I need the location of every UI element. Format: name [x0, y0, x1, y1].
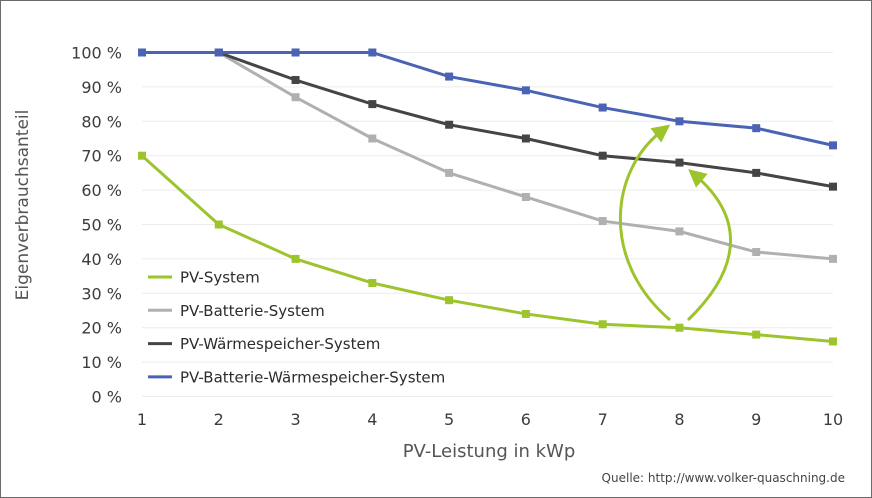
- y-tick-label: 0 %: [92, 388, 122, 407]
- arrow-to-battery-heat-storage: [618, 124, 671, 322]
- data-point: [291, 93, 300, 102]
- data-point: [291, 254, 300, 263]
- legend-label: PV-System: [180, 269, 260, 287]
- y-tick-label: 20 %: [81, 319, 122, 338]
- data-point: [521, 134, 530, 143]
- data-point: [368, 48, 377, 57]
- x-tick-label: 1: [137, 410, 147, 429]
- data-point: [598, 151, 607, 160]
- data-point: [752, 124, 761, 133]
- annotation-arrows: [618, 124, 732, 322]
- series-line: [142, 51, 834, 261]
- data-point: [445, 296, 454, 305]
- data-point: [752, 248, 761, 257]
- legend-label: PV-Batterie-Wärmespeicher-System: [180, 368, 445, 386]
- data-point: [598, 320, 607, 329]
- data-point: [829, 182, 837, 191]
- series-line: [140, 154, 834, 343]
- x-tick-label: 9: [751, 410, 761, 429]
- x-tick-label: 3: [290, 410, 300, 429]
- x-tick-label: 8: [674, 410, 684, 429]
- y-tick-label: 10 %: [81, 353, 122, 372]
- data-point: [445, 120, 454, 129]
- data-point: [368, 134, 377, 143]
- y-tick-label: 50 %: [81, 216, 122, 235]
- legend: PV-System PV-Batterie-System PV-Wärmespeic…: [148, 269, 445, 386]
- y-tick-label: 90 %: [81, 78, 122, 97]
- series-0: [138, 151, 837, 346]
- data-point: [752, 168, 761, 177]
- x-tick-label: 6: [521, 410, 531, 429]
- x-tick-label: 2: [214, 410, 224, 429]
- legend-label: PV-Wärmespeicher-System: [180, 335, 380, 353]
- y-tick-label: 40 %: [81, 250, 122, 269]
- data-point: [445, 72, 454, 81]
- data-point: [138, 48, 146, 57]
- series-3: [138, 48, 837, 150]
- data-point: [138, 151, 146, 160]
- arrow-to-heat-storage: [686, 169, 732, 322]
- data-point: [214, 48, 223, 57]
- data-point: [829, 337, 837, 346]
- data-point: [368, 100, 377, 109]
- source-note: Quelle: http://www.volker-quaschning.de: [602, 471, 845, 485]
- data-point: [829, 141, 837, 150]
- y-tick-label: 70 %: [81, 147, 122, 166]
- data-point: [829, 254, 837, 263]
- y-axis-title: Eigenverbrauchsanteil: [13, 110, 33, 301]
- data-point: [368, 278, 377, 287]
- y-tick-label: 100 %: [71, 44, 122, 63]
- series-2: [138, 48, 837, 191]
- data-point: [598, 103, 607, 112]
- data-point: [675, 117, 684, 126]
- x-tick-label: 5: [444, 410, 454, 429]
- data-point: [675, 323, 684, 332]
- data-point: [675, 227, 684, 236]
- data-point: [521, 86, 530, 95]
- data-point: [291, 48, 300, 57]
- data-point: [675, 158, 684, 167]
- x-tick-label: 7: [598, 410, 608, 429]
- data-point: [752, 330, 761, 339]
- data-point: [521, 309, 530, 318]
- series-line: [142, 51, 834, 147]
- series-line: [142, 51, 834, 189]
- y-tick-label: 60 %: [81, 181, 122, 200]
- y-tick-label: 30 %: [81, 284, 122, 303]
- data-point: [291, 76, 300, 85]
- data-point: [445, 168, 454, 177]
- x-axis-title: PV-Leistung in kWp: [403, 441, 576, 462]
- data-point: [214, 220, 223, 229]
- y-tick-label: 80 %: [81, 112, 122, 131]
- legend-label: PV-Batterie-System: [180, 302, 325, 320]
- x-tick-label: 4: [367, 410, 377, 429]
- data-point: [521, 192, 530, 201]
- x-tick-label: 10: [823, 410, 843, 429]
- data-point: [598, 217, 607, 226]
